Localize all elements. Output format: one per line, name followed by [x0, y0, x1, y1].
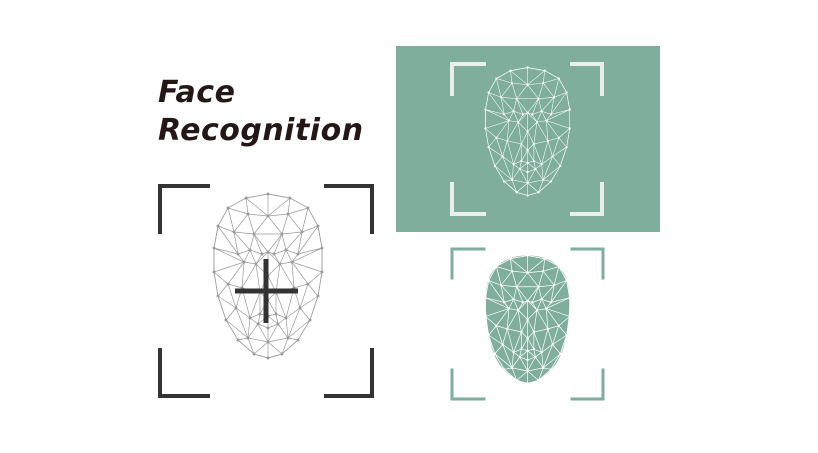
scan-panel-solid: [448, 246, 608, 402]
green-card-background: [396, 46, 660, 232]
plus-crosshair-icon: [235, 259, 298, 323]
scan-panel-card: [396, 46, 660, 232]
face-mesh-icon: [484, 254, 571, 385]
face-mesh-icon: [484, 66, 571, 197]
face-scan-graphic: [158, 184, 374, 398]
scan-frame-brackets: [450, 247, 605, 401]
face-solid-graphic: [450, 247, 605, 401]
face-scan-card-graphic: [396, 46, 660, 232]
title-line-recognition: Recognition: [158, 113, 364, 148]
scan-panel-left: [158, 182, 376, 400]
title-line-face: Face: [158, 75, 236, 110]
page-title: Face Recognition: [158, 74, 364, 150]
scan-frame-brackets: [450, 62, 604, 216]
scan-frame-brackets: [158, 184, 374, 398]
